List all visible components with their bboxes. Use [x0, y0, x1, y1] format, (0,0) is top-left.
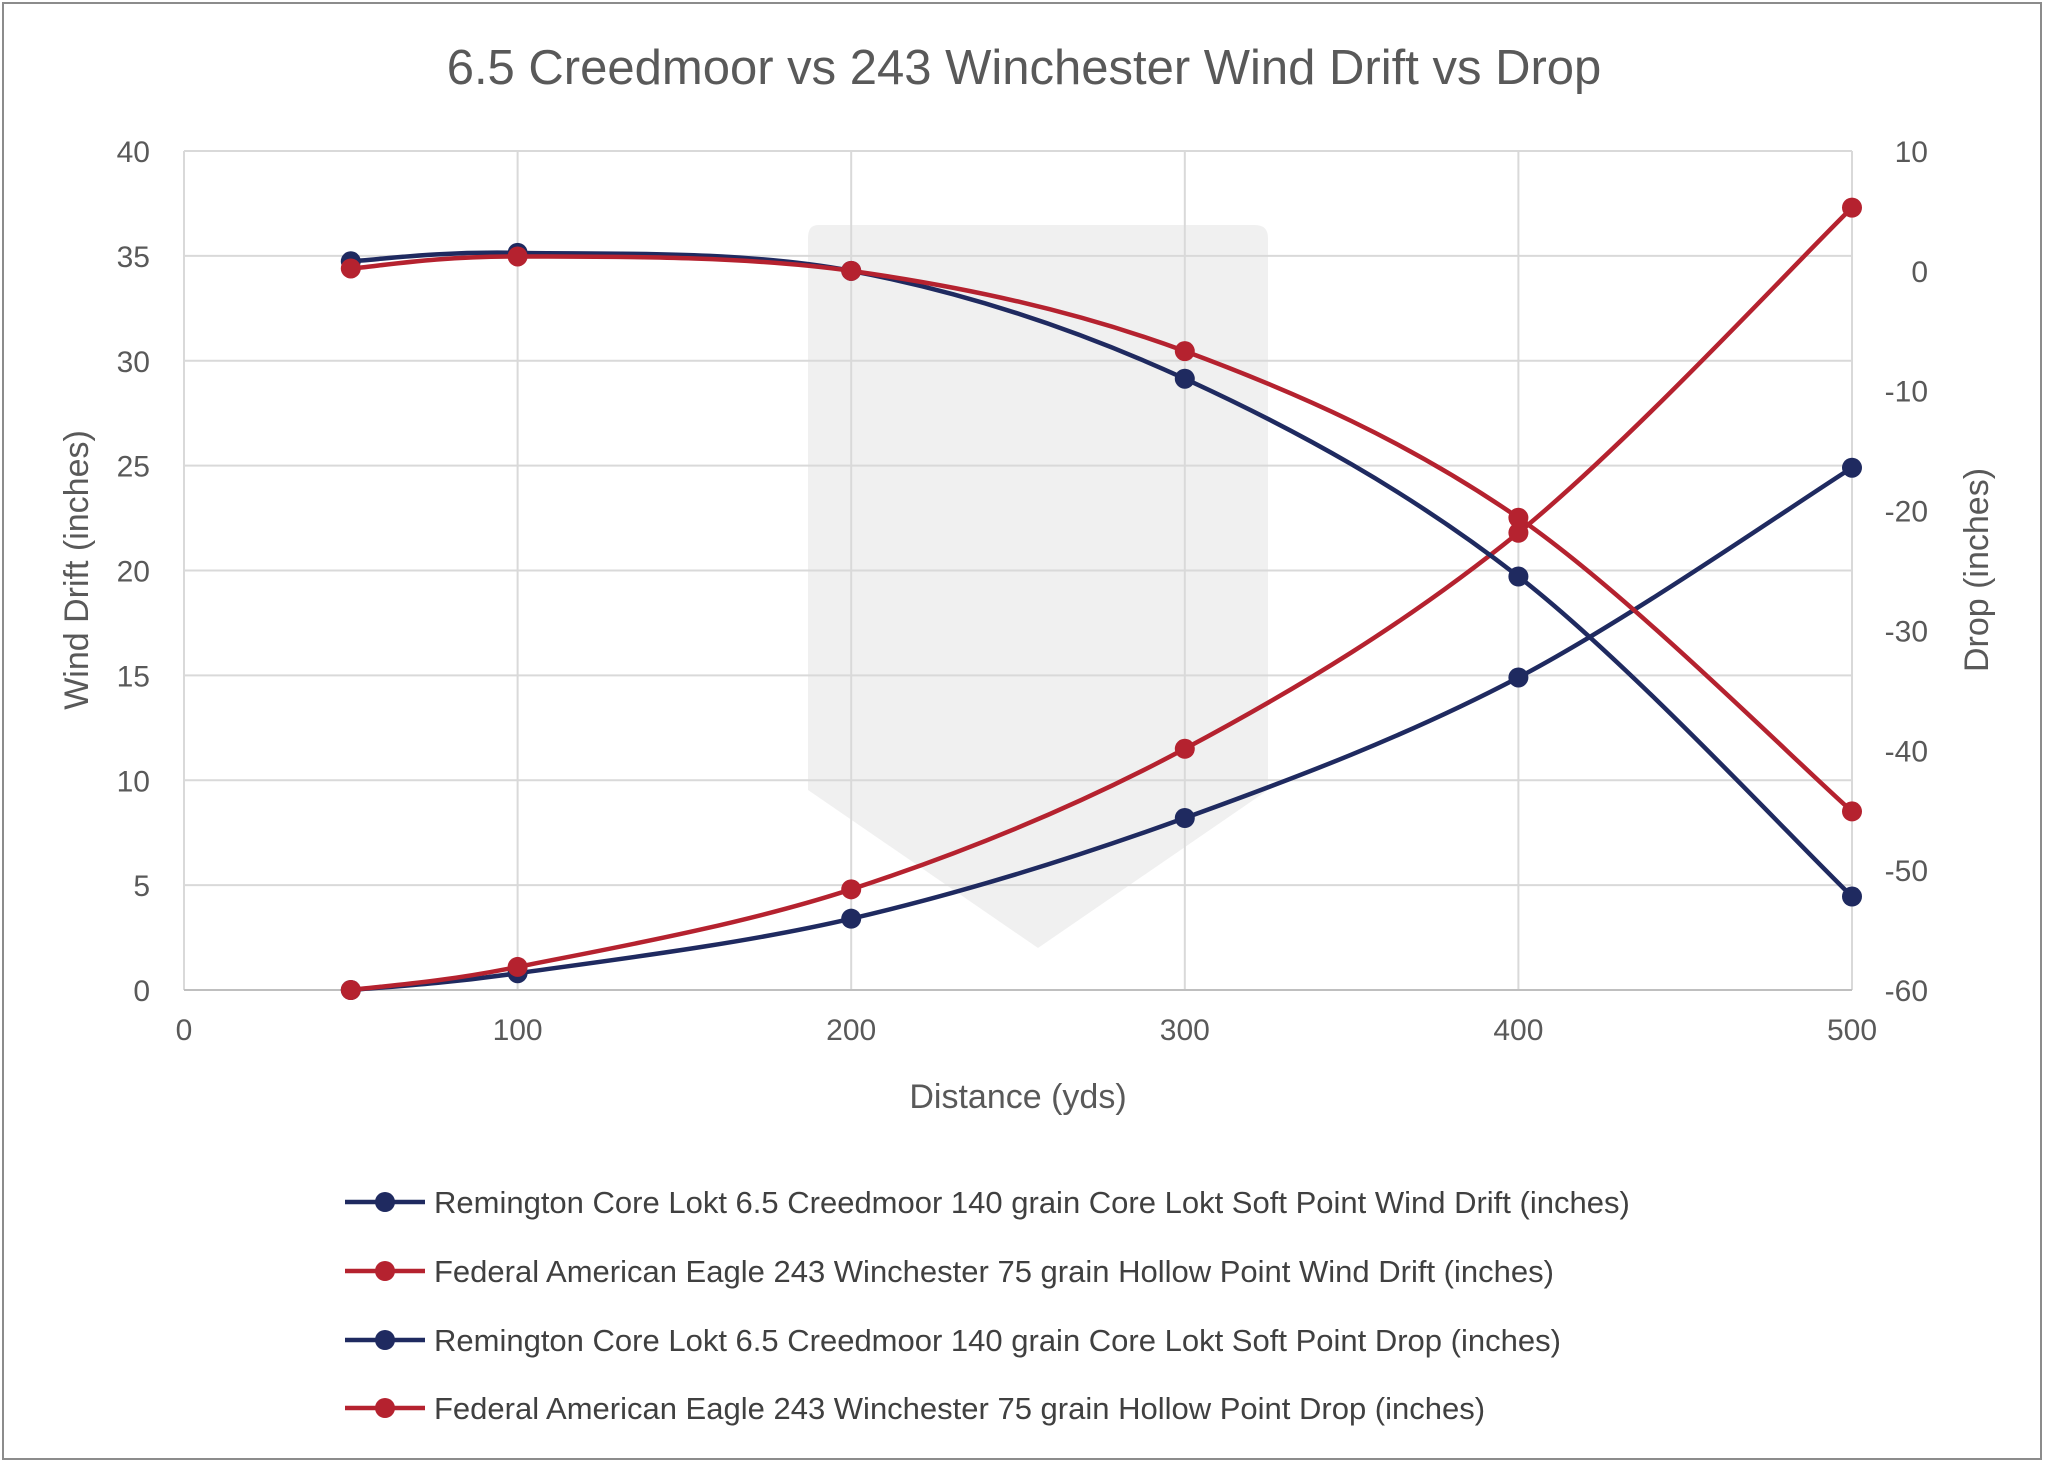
y2-tick-label: -30	[1885, 615, 1928, 648]
data-point	[1508, 667, 1529, 688]
series-line	[350, 254, 1854, 814]
legend-item: Remington Core Lokt 6.5 Creedmoor 140 gr…	[345, 1323, 1561, 1358]
y-tick-label: 30	[117, 346, 150, 379]
data-point	[1842, 886, 1862, 907]
y-tick-label: 10	[117, 765, 150, 798]
legend-swatch-marker	[375, 1192, 395, 1212]
series-2	[340, 197, 1862, 1000]
data-point	[507, 956, 528, 977]
data-point	[841, 908, 862, 929]
watermark-logo	[808, 225, 1268, 948]
series-line	[350, 206, 1854, 993]
data-point	[1842, 457, 1862, 478]
legend-label: Federal American Eagle 243 Winchester 75…	[434, 1391, 1485, 1426]
y-axis-title: Wind Drift (inches)	[58, 430, 96, 710]
y2-tick-label: -40	[1885, 735, 1928, 768]
y-tick-label: 15	[117, 660, 150, 693]
legend-label: Remington Core Lokt 6.5 Creedmoor 140 gr…	[434, 1185, 1630, 1220]
x-tick-label: 400	[1493, 1014, 1543, 1047]
data-point	[1174, 368, 1195, 389]
legend-label: Federal American Eagle 243 Winchester 75…	[434, 1254, 1554, 1289]
data-point	[841, 260, 862, 281]
data-point	[1174, 808, 1195, 829]
legend-item: Remington Core Lokt 6.5 Creedmoor 140 gr…	[345, 1185, 1630, 1220]
y2-tick-labels: -60 -50 -40 -30 -20 -10 0 10	[1885, 136, 1928, 1008]
y-tick-label: 0	[133, 975, 150, 1008]
x-tick-label: 100	[493, 1014, 543, 1047]
y-tick-label: 5	[133, 870, 150, 903]
legend-item: Federal American Eagle 243 Winchester 75…	[345, 1391, 1485, 1426]
data-point	[1174, 341, 1195, 362]
chart-title: 6.5 Creedmoor vs 243 Winchester Wind Dri…	[447, 41, 1602, 95]
x-tick-label: 500	[1827, 1014, 1877, 1047]
x-tick-label: 0	[176, 1014, 193, 1047]
data-point	[1508, 507, 1529, 528]
y2-tick-label: -60	[1885, 975, 1928, 1008]
series-line	[350, 465, 1854, 993]
y2-tick-label: 0	[1911, 256, 1928, 289]
data-point	[507, 246, 528, 267]
y2-tick-label: -10	[1885, 376, 1928, 409]
y2-tick-label: -20	[1885, 496, 1928, 529]
series-line	[350, 250, 1854, 899]
data-point	[841, 879, 862, 900]
y2-axis-title: Drop (inches)	[1958, 468, 1996, 672]
x-tick-label: 300	[1160, 1014, 1210, 1047]
legend-label: Remington Core Lokt 6.5 Creedmoor 140 gr…	[434, 1323, 1561, 1358]
data-point	[1842, 801, 1862, 822]
y2-tick-label: 10	[1895, 136, 1928, 169]
y-tick-label: 25	[117, 451, 150, 484]
legend: Remington Core Lokt 6.5 Creedmoor 140 gr…	[345, 1185, 1630, 1426]
legend-swatch-marker	[375, 1261, 395, 1281]
x-axis-title: Distance (yds)	[909, 1078, 1126, 1116]
data-point	[340, 258, 361, 279]
series-4	[340, 246, 1862, 822]
legend-swatch-marker	[375, 1398, 395, 1418]
legend-item: Federal American Eagle 243 Winchester 75…	[345, 1254, 1554, 1289]
series-layer	[340, 197, 1862, 1000]
y-tick-labels: 0 5 10 15 20 25 30 35 40	[117, 136, 150, 1008]
y-tick-label: 35	[117, 241, 150, 274]
y-tick-label: 40	[117, 136, 150, 169]
y2-tick-label: -50	[1885, 855, 1928, 888]
data-point	[1508, 566, 1529, 587]
data-point	[1842, 197, 1862, 218]
legend-swatch-marker	[375, 1330, 395, 1350]
y-tick-label: 20	[117, 556, 150, 589]
x-tick-labels: 0 100 200 300 400 500	[176, 1014, 1877, 1047]
data-point	[340, 980, 361, 1000]
data-point	[1508, 522, 1529, 543]
x-tick-label: 200	[826, 1014, 876, 1047]
data-point	[1174, 738, 1195, 759]
